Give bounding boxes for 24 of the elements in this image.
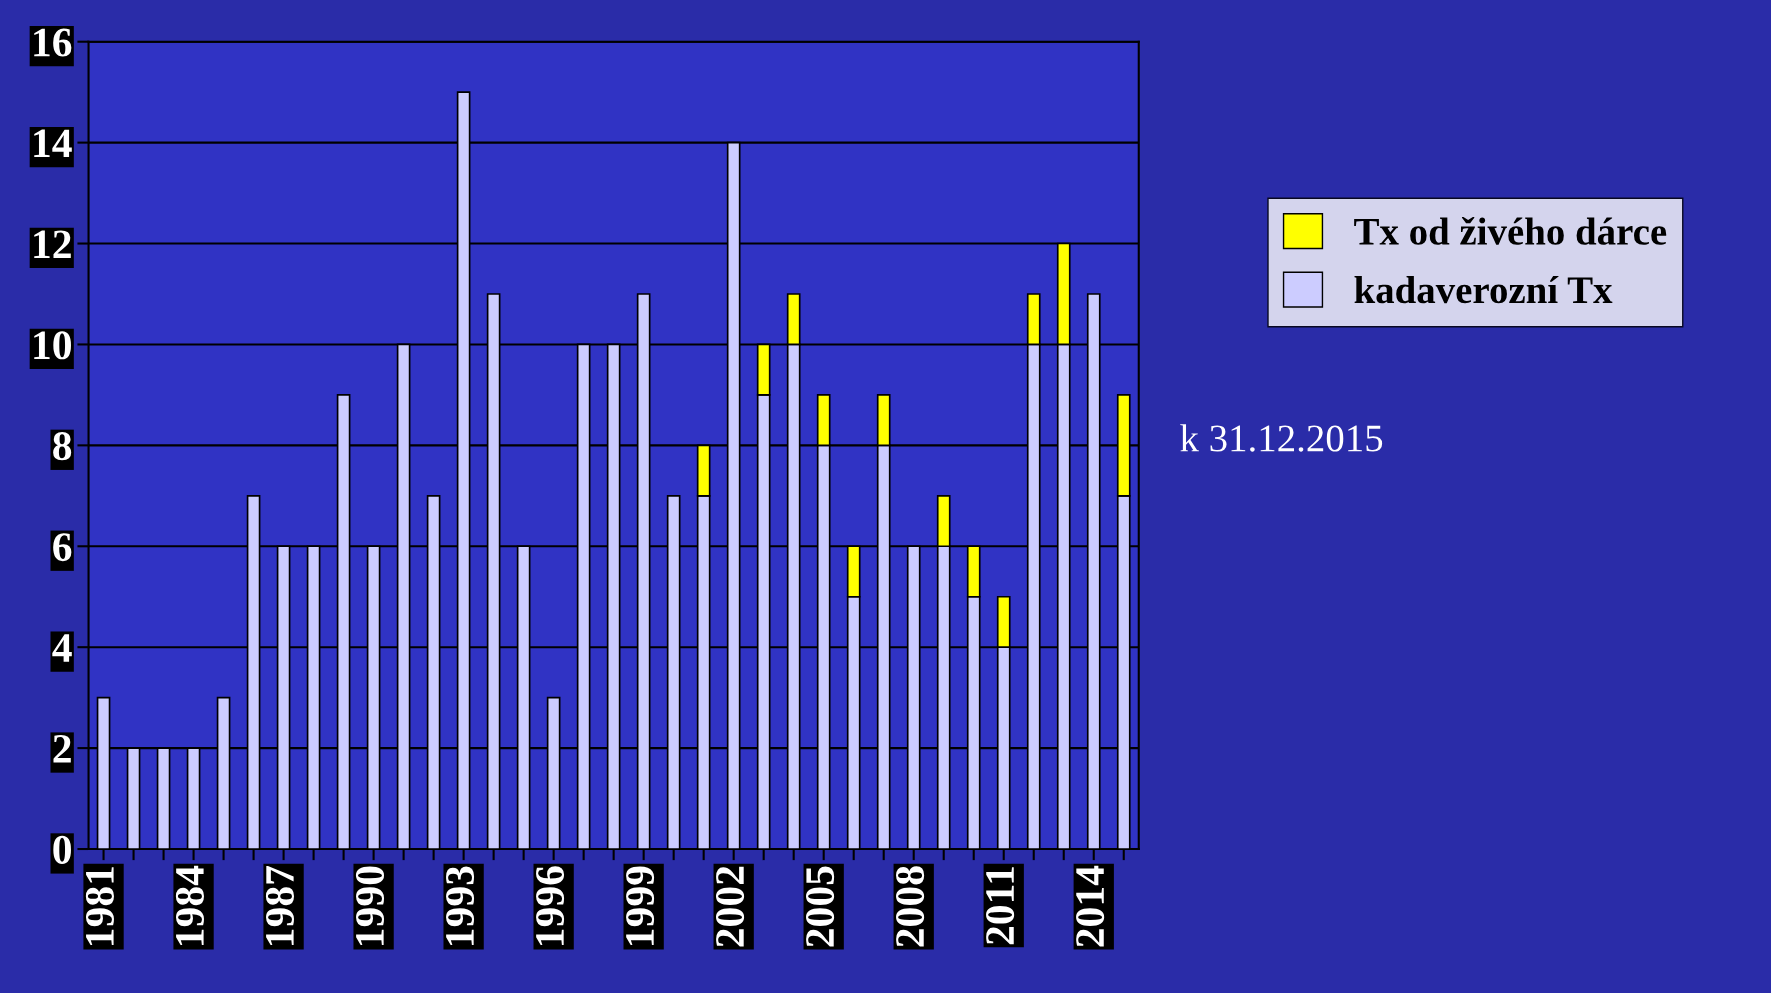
x-tick-label: 2011 [986,867,1015,945]
text: k 31.12.2015 [1180,424,1383,452]
y-tick-label: 10 [34,331,71,360]
x-tick-label: 2008 [896,866,925,947]
x-tick-label: 2002 [715,866,745,947]
y-tick-label: 14 [34,129,72,158]
y-tick-label: 16 [34,28,72,57]
y-tick-label: 12 [34,230,71,258]
x-tick-label: 1993 [446,866,475,945]
y-tick-label: 0 [53,835,71,864]
x-tick-label: 2005 [806,866,835,947]
y-tick-label: 2 [53,734,71,763]
x-tick-label: 1981 [85,867,114,945]
legend-label: kadaverozní Tx [1354,275,1613,304]
x-tick-label: 2014 [1076,865,1105,947]
x-tick-label: 1987 [265,866,295,945]
legend-label: Tx od živého dárce [1354,217,1667,245]
x-tick-label: 1996 [536,866,565,945]
y-tick-label: 8 [53,432,72,461]
x-tick-label: 1984 [175,865,204,945]
x-tick-label: 1999 [626,866,655,945]
y-tick-label: 4 [52,634,72,662]
y-tick-label: 6 [53,533,72,562]
x-tick-label: 1990 [355,866,385,945]
